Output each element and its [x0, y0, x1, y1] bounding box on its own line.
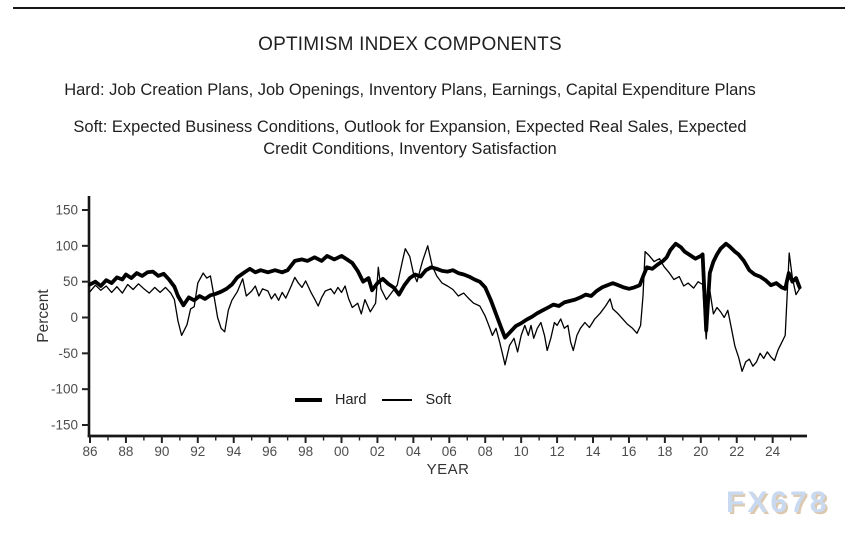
page-title: OPTIMISM INDEX COMPONENTS [258, 34, 562, 55]
top-divider [13, 7, 845, 9]
series-hard-line [88, 241, 802, 340]
watermark: FX678 [726, 486, 830, 519]
x-tick-label: 10 [514, 444, 529, 459]
soft-line-swatch-icon [382, 399, 413, 401]
y-tick-label: -100 [51, 382, 78, 397]
x-tick-label: 86 [82, 444, 97, 459]
x-tick-label: 02 [370, 444, 385, 459]
x-tick-label: 94 [226, 444, 242, 459]
x-tick-label: 92 [190, 444, 205, 459]
subtitle-soft-components: Soft: Expected Business Conditions, Outl… [10, 116, 810, 160]
x-tick-label: 04 [406, 444, 422, 459]
legend-label-hard: Hard [335, 392, 367, 408]
chart-legend: Hard Soft [295, 392, 451, 408]
x-tick-label: 24 [765, 444, 781, 459]
hard-line-swatch-icon [295, 398, 322, 402]
x-tick-label: 22 [729, 444, 744, 459]
y-axis-title: Percent [35, 289, 52, 343]
x-tick-label: 98 [298, 444, 313, 459]
x-tick-label: 96 [262, 444, 277, 459]
x-tick-label: 00 [334, 444, 349, 459]
y-tick-label: -50 [58, 346, 78, 361]
x-tick-label: 18 [657, 444, 672, 459]
y-tick-label: 150 [55, 202, 78, 217]
legend-label-soft: Soft [425, 392, 452, 408]
x-tick-label: 88 [118, 444, 133, 459]
x-tick-label: 20 [693, 444, 708, 459]
x-tick-label: 08 [478, 444, 493, 459]
x-axis-title: YEAR [426, 461, 470, 478]
subtitle-soft-line1: Soft: Expected Business Conditions, Outl… [73, 118, 747, 136]
x-tick-label: 90 [154, 444, 169, 459]
series-soft-line [89, 245, 801, 372]
y-tick-label: -150 [51, 418, 78, 433]
y-tick-label: 0 [70, 310, 78, 325]
y-tick-label: 100 [55, 238, 78, 253]
x-tick-label: 06 [442, 444, 457, 459]
y-tick-label: 50 [63, 274, 78, 289]
x-tick-label: 16 [621, 444, 636, 459]
subtitle-hard-components: Hard: Job Creation Plans, Job Openings, … [64, 81, 756, 99]
subtitle-soft-line2: Credit Conditions, Inventory Satisfactio… [263, 140, 557, 158]
x-tick-label: 14 [586, 444, 602, 459]
x-tick-label: 12 [550, 444, 565, 459]
